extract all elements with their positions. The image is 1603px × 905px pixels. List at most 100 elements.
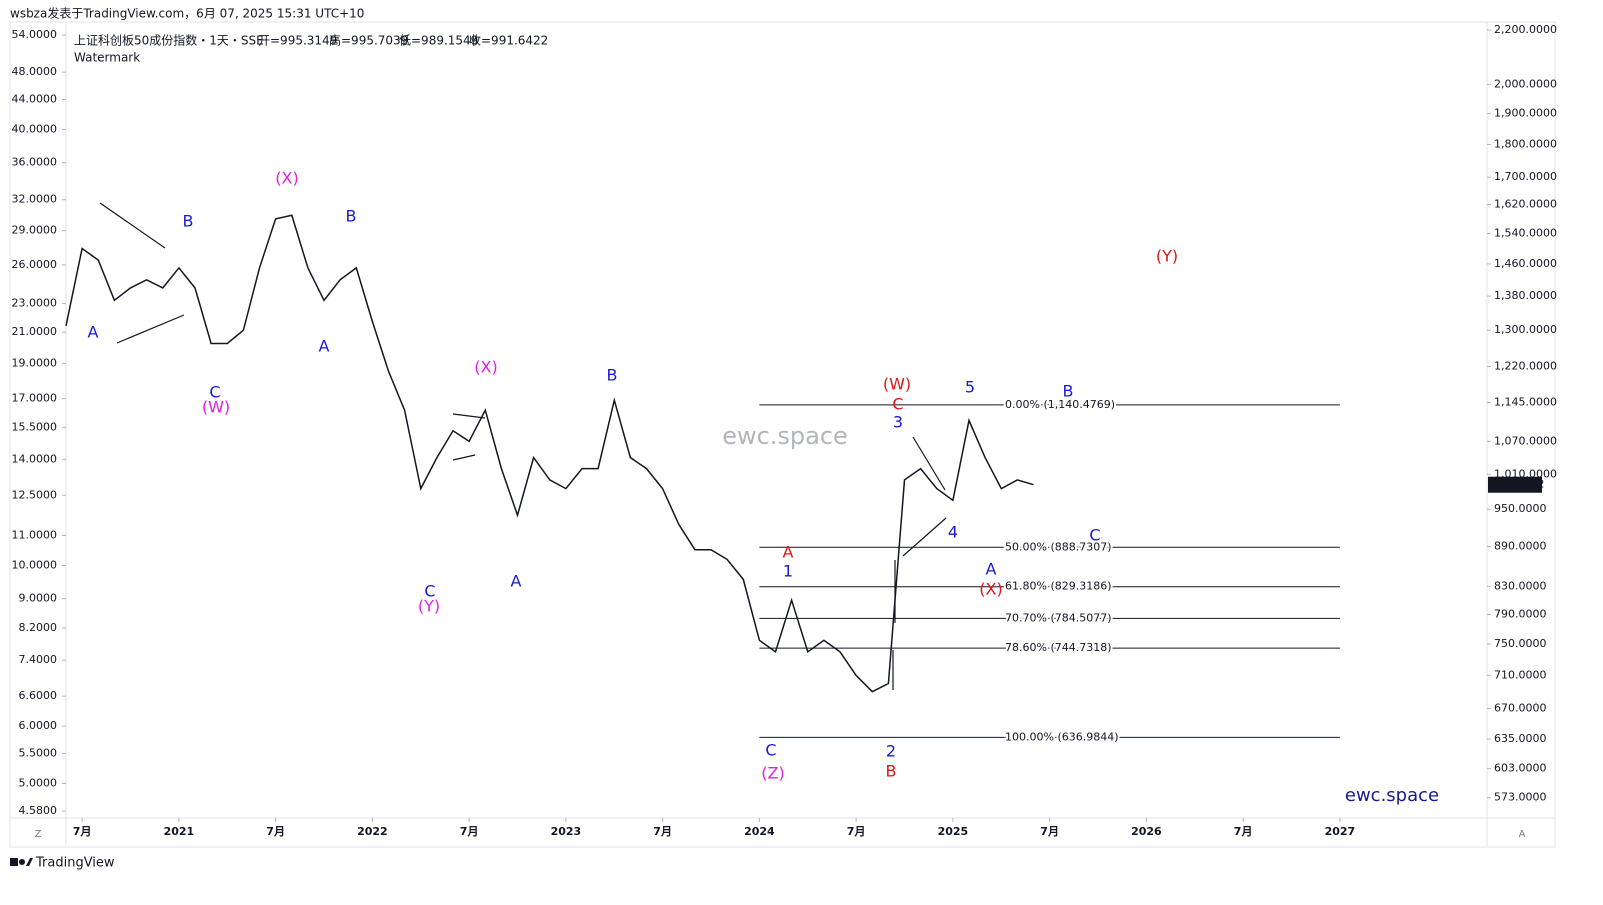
y-tick-label: 670.0000 — [1494, 701, 1547, 714]
scale-button[interactable]: A — [1519, 829, 1526, 840]
y2-tick-label: 19.0000 — [12, 357, 58, 370]
y2-tick-label: 32.0000 — [12, 193, 58, 206]
y2-tick-label: 21.0000 — [12, 325, 58, 338]
price-line — [65, 214, 1034, 693]
wave-label: 1 — [783, 562, 793, 581]
fib-label: 78.60% (744.7318) — [1005, 641, 1112, 654]
last-price-tag — [1488, 476, 1542, 493]
wave-label: (X) — [474, 358, 497, 377]
x-tick-label: 2026 — [1131, 825, 1162, 838]
y-tick-label: 1,620.0000 — [1494, 198, 1557, 211]
wave-label: A — [511, 572, 522, 591]
fib-label: 61.80% (829.3186) — [1005, 580, 1112, 593]
y2-tick-label: 9.0000 — [19, 592, 58, 605]
y-tick-label: 2,000.0000 — [1494, 77, 1557, 90]
y-tick-label: 1,700.0000 — [1494, 170, 1557, 183]
wave-label: C — [1089, 526, 1100, 545]
y-tick-label: 890.0000 — [1494, 539, 1547, 552]
x-tick-label: 2027 — [1325, 825, 1356, 838]
x-tick-label: 7月 — [266, 825, 285, 838]
y2-tick-label: 5.5000 — [19, 746, 58, 759]
y2-tick-label: 15.5000 — [12, 421, 58, 434]
y-tick-label: 950.0000 — [1494, 502, 1547, 515]
wave-label: (W) — [883, 375, 911, 394]
x-tick-label: 7月 — [1234, 825, 1253, 838]
watermark: ewc.space — [722, 422, 848, 450]
ohlc-low: 低=989.1549 — [399, 34, 478, 48]
wave-label: C — [209, 383, 220, 402]
y-tick-label: 1,070.0000 — [1494, 434, 1557, 447]
scale-button[interactable]: Z — [35, 829, 42, 840]
wave-label: B — [607, 366, 618, 385]
y-tick-label: 635.0000 — [1494, 732, 1547, 745]
y-tick-label: 830.0000 — [1494, 579, 1547, 592]
y2-tick-label: 7.4000 — [19, 653, 58, 666]
wave-label: 3 — [893, 413, 903, 432]
fib-label: 0.00% (1,140.4769) — [1005, 398, 1115, 411]
y2-tick-label: 26.0000 — [12, 258, 58, 271]
fib-label: 100.00% (636.9844) — [1005, 730, 1119, 743]
drawings — [99, 202, 947, 690]
x-tick-label: 2025 — [938, 825, 969, 838]
x-tick-label: 2024 — [744, 825, 775, 838]
y2-tick-label: 29.0000 — [12, 224, 58, 237]
y-tick-label: 573.0000 — [1494, 791, 1547, 804]
x-tick-label: 7月 — [73, 825, 92, 838]
y-tick-label: 1,900.0000 — [1494, 107, 1557, 120]
wave-label: A — [319, 337, 330, 356]
wave-label: A — [986, 560, 997, 579]
y-tick-label: 750.0000 — [1494, 637, 1547, 650]
y2-tick-label: 40.0000 — [12, 122, 58, 135]
y-tick-label: 710.0000 — [1494, 668, 1547, 681]
y-tick-label: 1,380.0000 — [1494, 289, 1557, 302]
y-tick-label: 1,460.0000 — [1494, 257, 1557, 270]
y2-tick-label: 48.0000 — [12, 65, 58, 78]
x-tick-label: 7月 — [460, 825, 479, 838]
wave-label: (Y) — [1156, 247, 1178, 266]
wave-label: (Y) — [418, 597, 440, 616]
y-tick-label: 1,145.0000 — [1494, 396, 1557, 409]
x-tick-label: 7月 — [847, 825, 866, 838]
y2-tick-label: 6.0000 — [19, 719, 58, 732]
y-tick-label: 603.0000 — [1494, 762, 1547, 775]
wave-label: (Z) — [761, 764, 784, 783]
x-tick-label: 7月 — [1040, 825, 1059, 838]
y-tick-label: 790.0000 — [1494, 607, 1547, 620]
wave-label: B — [346, 207, 357, 226]
wave-label: B — [886, 762, 897, 781]
wave-label: (X) — [275, 169, 298, 188]
wave-label: A — [783, 543, 794, 562]
y2-tick-label: 10.0000 — [12, 558, 58, 571]
y2-tick-label: 5.0000 — [19, 776, 58, 789]
fib-label: 70.70% (784.5077) — [1005, 611, 1112, 624]
wave-label: A — [88, 323, 99, 342]
y2-tick-label: 44.0000 — [12, 93, 58, 106]
y2-tick-label: 36.0000 — [12, 156, 58, 169]
x-tick-label: 2023 — [551, 825, 582, 838]
y-tick-label: 2,200.0000 — [1494, 23, 1557, 36]
wave-label: 5 — [965, 378, 975, 397]
wave-label: B — [1063, 382, 1074, 401]
wave-label: B — [183, 212, 194, 231]
byline: wsbza发表于TradingView.com，6月 07, 2025 15:3… — [10, 6, 364, 21]
brand: ewc.space — [1345, 785, 1439, 806]
y2-tick-label: 17.0000 — [12, 392, 58, 405]
wave-label: 2 — [886, 742, 896, 761]
y-tick-label: 1,220.0000 — [1494, 359, 1557, 372]
footer: TradingView — [35, 856, 115, 871]
y-tick-label: 1,300.0000 — [1494, 323, 1557, 336]
y2-tick-label: 12.5000 — [12, 488, 58, 501]
wave-label: C — [765, 741, 776, 760]
y2-tick-label: 14.0000 — [12, 453, 58, 466]
y-tick-label: 1,800.0000 — [1494, 138, 1557, 151]
wave-label: C — [424, 582, 435, 601]
wave-label: C — [892, 395, 903, 414]
y2-tick-label: 54.0000 — [12, 28, 58, 41]
ohlc-high: 高=995.7039 — [329, 33, 408, 48]
wave-label: 4 — [948, 523, 958, 542]
y2-tick-label: 6.6000 — [19, 689, 58, 702]
tv-logo — [10, 858, 33, 866]
fib-label: 50.00% (888.7307) — [1005, 540, 1112, 553]
